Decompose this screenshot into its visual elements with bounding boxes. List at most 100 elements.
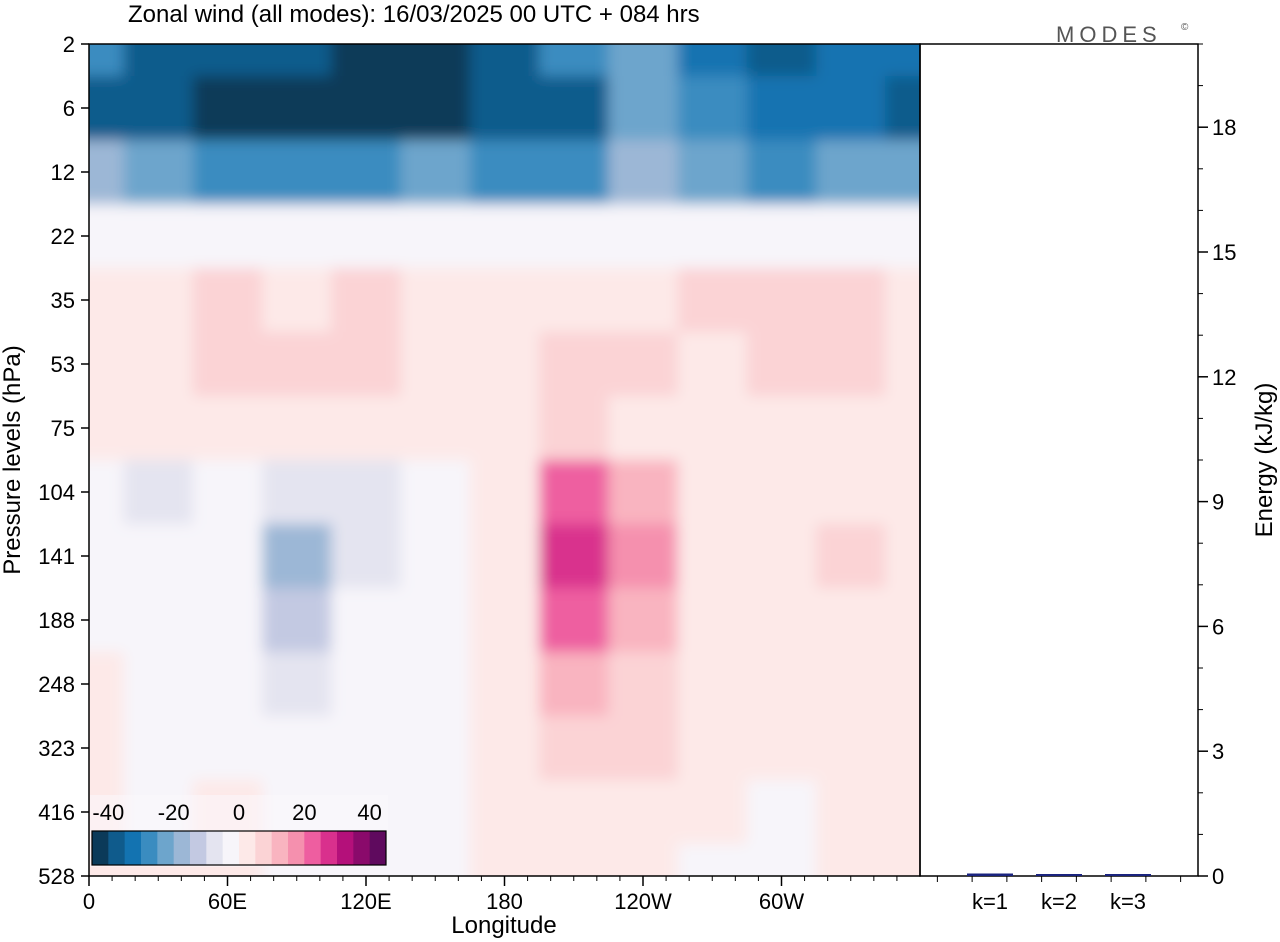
heatmap-cell	[816, 524, 887, 589]
heatmap-cell	[608, 588, 679, 653]
y-tick-label: 75	[51, 416, 75, 441]
heatmap-cell	[123, 588, 194, 653]
logo-mark: ©	[1181, 22, 1189, 33]
heatmap-cell	[400, 204, 471, 269]
heatmap-cell	[746, 140, 818, 205]
heatmap-cell	[192, 44, 264, 77]
heatmap-cell	[885, 716, 920, 781]
colorbar-tick-label: -40	[92, 800, 124, 825]
heatmap-cell	[816, 652, 887, 717]
energy-tick-label: 15	[1212, 240, 1236, 265]
heatmap-cell	[469, 76, 541, 141]
heatmap-cell	[469, 268, 541, 333]
heatmap-cell	[469, 652, 541, 717]
heatmap-cell	[885, 460, 920, 525]
energy-tick-label: 12	[1212, 365, 1236, 390]
heatmap-cell	[123, 140, 194, 205]
heatmap-cell	[192, 204, 264, 269]
heatmap-cell	[677, 140, 748, 205]
energy-axis-label: Energy (kJ/kg)	[1251, 383, 1278, 538]
heatmap-cell	[677, 76, 748, 141]
colorbar-tick-label: 40	[357, 800, 381, 825]
energy-bar	[1105, 874, 1151, 876]
heatmap-cell	[89, 44, 125, 77]
heatmap-cell	[331, 652, 402, 717]
x-axis-label: Longitude	[451, 912, 556, 939]
heatmap-cell	[746, 844, 818, 876]
heatmap-cell	[677, 524, 748, 589]
heatmap-cell	[608, 332, 679, 397]
heatmap-cell	[539, 524, 610, 589]
heatmap-cell	[400, 652, 471, 717]
y-tick-label: 53	[51, 352, 75, 377]
heatmap-cell	[123, 76, 194, 141]
heatmap-cell	[885, 652, 920, 717]
heatmap-cell	[677, 588, 748, 653]
heatmap-cell	[262, 204, 333, 269]
heatmap-cell	[746, 396, 818, 461]
heatmap-cell	[885, 588, 920, 653]
heatmap-cell	[331, 396, 402, 461]
colorbar-swatch	[369, 831, 387, 865]
heatmap-cell	[469, 396, 541, 461]
heatmap-cell	[192, 460, 264, 525]
heatmap-cell	[89, 460, 125, 525]
heatmap-cell	[400, 76, 471, 141]
heatmap-cell	[262, 460, 333, 525]
heatmap-cell	[816, 204, 887, 269]
heatmap-cell	[123, 716, 194, 781]
heatmap-cell	[539, 268, 610, 333]
energy-tick-label: 6	[1212, 614, 1224, 639]
heatmap-cell	[677, 460, 748, 525]
energy-tick-label: 3	[1212, 739, 1224, 764]
heatmap-cell	[331, 588, 402, 653]
heatmap-cell	[539, 44, 610, 77]
y-tick-label: 22	[51, 224, 75, 249]
heatmap-cell	[123, 396, 194, 461]
colorbar-swatch	[92, 831, 109, 865]
heatmap-cell	[677, 652, 748, 717]
heatmap-cell	[885, 332, 920, 397]
heatmap-cell	[608, 780, 679, 845]
colorbar-swatch	[288, 831, 305, 865]
heatmap-cell	[192, 140, 264, 205]
colorbar-swatch	[206, 831, 224, 865]
heatmap-cell	[89, 396, 125, 461]
heatmap-cell	[816, 332, 887, 397]
heatmap-cell	[539, 460, 610, 525]
y-tick-label: 12	[51, 160, 75, 185]
heatmap-cell	[123, 460, 194, 525]
heatmap-cell	[539, 332, 610, 397]
heatmap-cell	[123, 268, 194, 333]
heatmap-cell	[885, 268, 920, 333]
heatmap-cell	[816, 268, 887, 333]
heatmap-cell	[608, 268, 679, 333]
y-tick-label: 188	[38, 608, 75, 633]
x-tick-label: 60E	[208, 889, 247, 914]
heatmap-cell	[816, 716, 887, 781]
heatmap-cell	[469, 460, 541, 525]
heatmap-cell	[262, 588, 333, 653]
heatmap-cell	[89, 268, 125, 333]
energy-tick-label: 18	[1212, 115, 1236, 140]
colorbar-swatch	[255, 831, 273, 865]
colorbar-swatch	[108, 831, 126, 865]
heatmap-cell	[539, 140, 610, 205]
heatmap-cell	[539, 396, 610, 461]
heatmap-cell	[331, 524, 402, 589]
heatmap-cell	[400, 524, 471, 589]
heatmap-cell	[885, 204, 920, 269]
heatmap-cell	[746, 652, 818, 717]
energy-tick-label: 9	[1212, 490, 1224, 515]
heatmap-cell	[885, 140, 920, 205]
colorbar: -40 -20 0 20 40	[90, 795, 388, 867]
colorbar-tick-label: -20	[158, 800, 190, 825]
heatmap-cell	[469, 140, 541, 205]
heatmap-cell	[539, 588, 610, 653]
y-tick-label: 528	[38, 864, 75, 889]
heatmap-cell	[262, 140, 333, 205]
heatmap-cell	[192, 588, 264, 653]
heatmap-cell	[192, 76, 264, 141]
colorbar-swatch	[320, 831, 338, 865]
heatmap-cell	[608, 652, 679, 717]
